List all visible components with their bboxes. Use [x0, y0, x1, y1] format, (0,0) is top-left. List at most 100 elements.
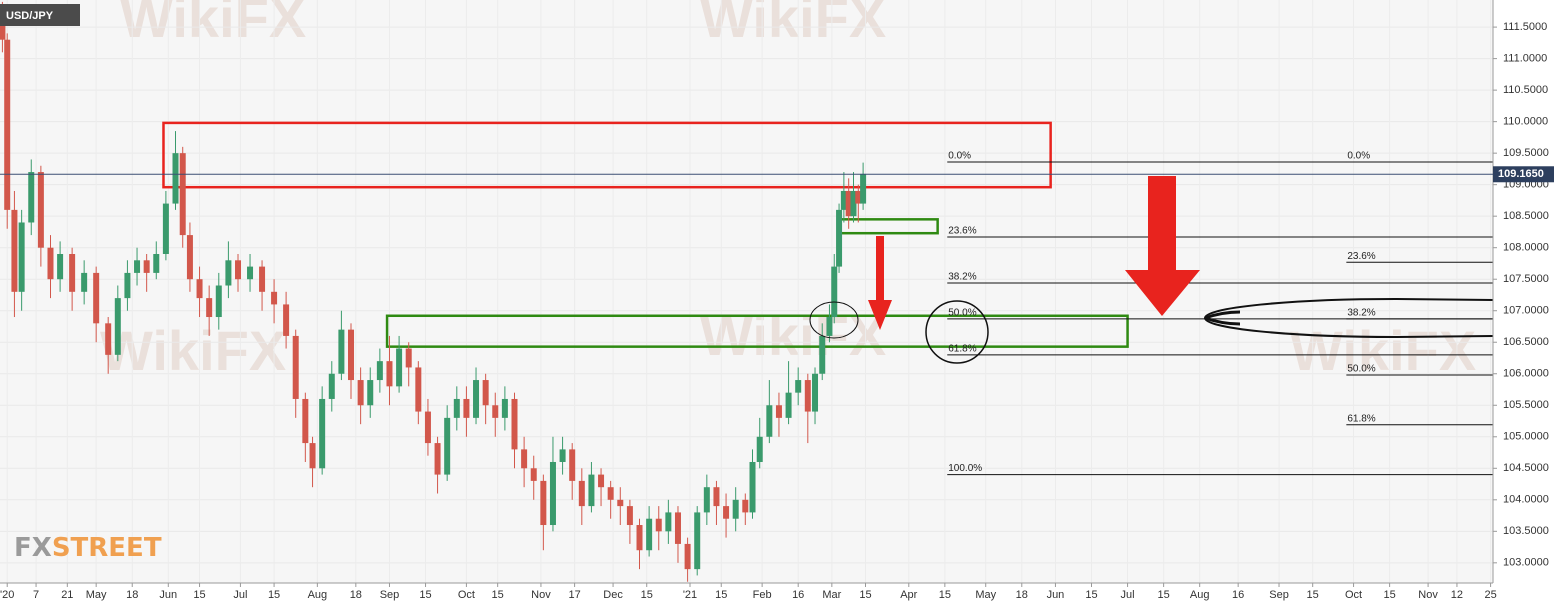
x-tick-label: Feb	[753, 589, 772, 601]
candle-body	[367, 380, 374, 406]
candle-body	[162, 203, 169, 254]
candle-body	[302, 398, 309, 444]
y-tick-label: 103.5000	[1503, 525, 1549, 537]
x-tick-label: May	[975, 589, 996, 601]
fib-label: 38.2%	[948, 272, 976, 283]
y-tick-label: 103.0000	[1503, 557, 1549, 569]
candle-body	[540, 480, 547, 526]
candle-body	[196, 279, 203, 299]
x-tick-label: 18	[1016, 589, 1028, 601]
x-tick-label: 15	[1383, 589, 1395, 601]
title-box	[0, 4, 80, 26]
arrow	[1125, 176, 1200, 316]
y-tick-label: 107.5000	[1503, 273, 1549, 285]
x-tick-label: Aug	[1190, 589, 1210, 601]
candle-body	[713, 487, 720, 507]
x-tick-label: 21	[61, 589, 73, 601]
fib-label: 38.2%	[1347, 308, 1375, 319]
arrow	[868, 236, 892, 330]
candle-body	[831, 266, 838, 318]
candle-body	[636, 525, 643, 551]
x-tick-label: 18	[350, 589, 362, 601]
y-tick-label: 106.0000	[1503, 368, 1549, 380]
y-tick-label: 104.0000	[1503, 494, 1549, 506]
candle-body	[694, 512, 701, 570]
candle-body	[674, 512, 681, 544]
candle-body	[785, 392, 792, 418]
candle-body	[309, 443, 316, 469]
last-price-box	[1493, 166, 1554, 183]
candle-body	[684, 543, 691, 570]
fib-label: 100.0%	[948, 463, 982, 474]
fib-label: 61.8%	[948, 343, 976, 354]
candle-body	[501, 398, 508, 418]
candle-body	[804, 380, 811, 412]
candle-body	[93, 272, 100, 324]
candle-body	[57, 253, 64, 280]
candle-body	[415, 367, 422, 412]
candle-body	[396, 348, 403, 387]
candle-body	[742, 499, 749, 513]
ellipse-tip	[1204, 310, 1241, 326]
candle-body	[386, 361, 393, 387]
candle-body	[598, 474, 605, 488]
candle-body	[626, 506, 633, 526]
candle-body	[206, 298, 213, 318]
x-tick-label: Nov	[531, 589, 551, 601]
y-tick-label: 107.0000	[1503, 305, 1549, 317]
candle-body	[69, 253, 76, 292]
fib-label: 23.6%	[948, 226, 976, 237]
candle-body	[247, 266, 254, 280]
candle-body	[186, 235, 193, 280]
candle-body	[775, 405, 782, 418]
x-tick-label: Apr	[900, 589, 917, 601]
candle-body	[376, 361, 383, 381]
candle-body	[855, 190, 862, 204]
candle-body	[444, 417, 451, 475]
candle-body	[756, 436, 763, 462]
x-tick-label: Jul	[233, 589, 247, 601]
y-tick-label: 108.5000	[1503, 210, 1549, 222]
candle-body	[4, 39, 11, 210]
x-tick-label: 15	[939, 589, 951, 601]
candle-body	[271, 291, 278, 305]
logo: FXSTREET	[14, 533, 162, 563]
candle-body	[172, 153, 179, 204]
y-tick-label: 106.5000	[1503, 336, 1549, 348]
y-tick-label: 104.5000	[1503, 462, 1549, 474]
x-tick-label: 16	[1232, 589, 1244, 601]
candle-body	[860, 173, 867, 204]
candle-body	[434, 443, 441, 475]
x-axis-panel	[0, 583, 1493, 606]
y-tick-label: 105.0000	[1503, 431, 1549, 443]
candle-body	[549, 461, 556, 526]
candle-body	[607, 487, 614, 500]
x-tick-label: 15	[1158, 589, 1170, 601]
logo-part: STREET	[52, 533, 162, 563]
candle-body	[338, 329, 345, 374]
candle-body	[105, 323, 112, 355]
candle-body	[836, 209, 843, 267]
candle-body	[153, 253, 160, 273]
candle-body	[749, 461, 756, 513]
x-tick-label: 15	[419, 589, 431, 601]
zone	[385, 314, 1129, 348]
y-tick-label: 110.5000	[1503, 84, 1548, 96]
annotations	[809, 176, 1494, 364]
x-tick-label: 25	[1484, 589, 1496, 601]
candle-body	[850, 190, 857, 217]
plot-background	[0, 0, 1493, 583]
circle	[925, 300, 989, 364]
candle-body	[511, 398, 518, 450]
x-tick-label: Dec	[603, 589, 623, 601]
candle-body	[732, 499, 739, 519]
x-tick-label: Jun	[159, 589, 177, 601]
x-tick-label: '21	[683, 589, 697, 601]
candle-body	[845, 190, 852, 217]
candle-body	[37, 172, 44, 248]
watermark: WikiFX	[700, 0, 886, 49]
y-tick-label: 109.5000	[1503, 147, 1549, 159]
candle-body	[81, 272, 88, 292]
candle-body	[143, 260, 150, 273]
